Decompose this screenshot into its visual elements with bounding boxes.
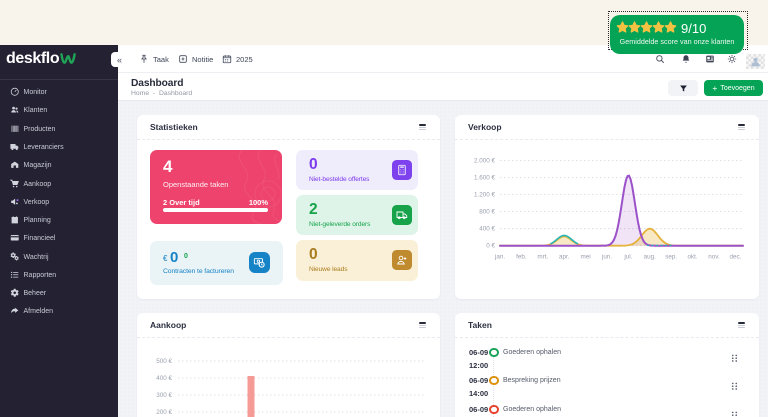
- svg-text:500 €: 500 €: [156, 358, 172, 365]
- svg-text:jun.: jun.: [601, 254, 612, 261]
- svg-text:1.200 €: 1.200 €: [474, 192, 496, 199]
- svg-text:2.000 €: 2.000 €: [474, 158, 496, 165]
- svg-text:okt.: okt.: [688, 254, 698, 261]
- svg-text:jan.: jan.: [494, 254, 505, 261]
- svg-text:400 €: 400 €: [479, 226, 495, 233]
- svg-text:aug.: aug.: [644, 254, 657, 261]
- svg-text:dec.: dec.: [729, 254, 741, 261]
- svg-text:sep.: sep.: [665, 254, 677, 261]
- svg-text:400 €: 400 €: [156, 375, 172, 382]
- svg-text:1.600 €: 1.600 €: [474, 175, 496, 182]
- svg-text:300 €: 300 €: [156, 392, 172, 399]
- svg-text:nov.: nov.: [708, 254, 720, 261]
- svg-text:feb.: feb.: [516, 254, 527, 261]
- svg-text:apr.: apr.: [559, 254, 570, 261]
- svg-text:mrt.: mrt.: [537, 254, 548, 261]
- svg-text:mei: mei: [581, 254, 591, 261]
- svg-text:200 €: 200 €: [156, 409, 172, 416]
- svg-text:jul.: jul.: [623, 254, 632, 261]
- svg-text:800 €: 800 €: [479, 209, 495, 216]
- svg-text:0 €: 0 €: [486, 243, 495, 250]
